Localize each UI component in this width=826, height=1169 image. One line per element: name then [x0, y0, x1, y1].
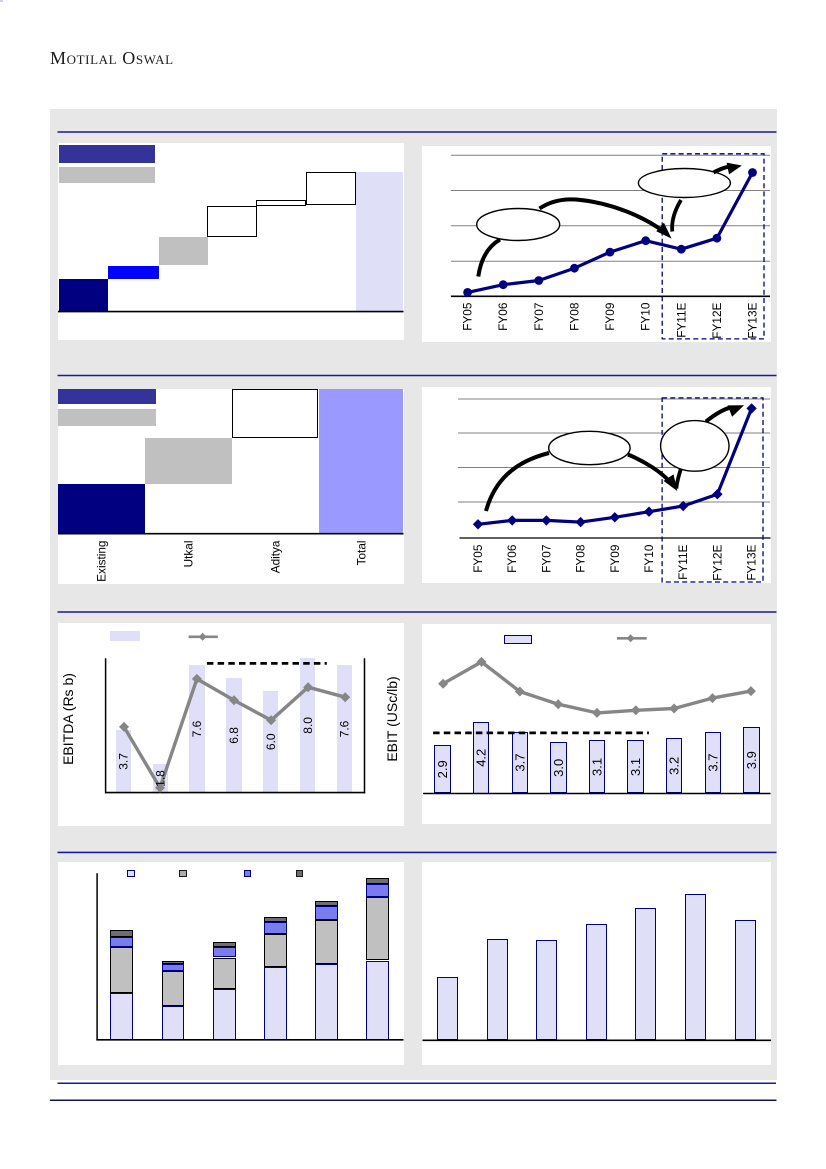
svg-text:FY13E: FY13E [745, 544, 759, 580]
svg-text:3.7: 3.7 [705, 754, 720, 772]
svg-text:3.0: 3.0 [551, 759, 566, 777]
svg-text:FY11E: FY11E [674, 302, 688, 337]
svg-text:FY06: FY06 [505, 544, 519, 573]
svg-text:FY08: FY08 [574, 544, 588, 573]
svg-text:FY06: FY06 [496, 302, 510, 331]
svg-text:FY09: FY09 [608, 545, 622, 573]
svg-text:4.2: 4.2 [474, 749, 489, 767]
svg-text:EBITDA (Rs b): EBITDA (Rs b) [60, 673, 76, 765]
svg-text:7.6: 7.6 [338, 720, 352, 737]
svg-text:3.2: 3.2 [667, 757, 682, 775]
svg-text:Existing: Existing [95, 541, 109, 582]
svg-text:8.0: 8.0 [301, 717, 315, 734]
svg-text:FY10: FY10 [639, 302, 653, 331]
svg-text:FY10: FY10 [642, 544, 656, 573]
svg-text:1.8: 1.8 [153, 770, 167, 787]
svg-text:3.1: 3.1 [590, 758, 605, 776]
svg-text:6.8: 6.8 [227, 727, 241, 744]
svg-text:FY11E: FY11E [676, 544, 690, 579]
svg-text:FY07: FY07 [539, 545, 553, 573]
svg-text:Aditya: Aditya [269, 540, 283, 573]
svg-text:FY12E: FY12E [710, 544, 724, 580]
svg-text:3.7: 3.7 [117, 753, 131, 770]
svg-text:3.7: 3.7 [512, 754, 527, 772]
svg-text:FY05: FY05 [471, 544, 485, 573]
svg-text:7.6: 7.6 [190, 720, 204, 737]
svg-text:3.1: 3.1 [628, 758, 643, 776]
svg-text:EBIT (USc/lb): EBIT (USc/lb) [384, 676, 400, 761]
svg-text:2.9: 2.9 [435, 760, 450, 778]
svg-text:Total: Total [355, 541, 369, 566]
svg-text:FY13E: FY13E [746, 302, 760, 338]
svg-text:FY07: FY07 [532, 303, 546, 331]
svg-text:FY05: FY05 [461, 302, 475, 331]
svg-text:FY12E: FY12E [710, 302, 724, 338]
svg-text:FY08: FY08 [567, 302, 581, 331]
svg-text:FY09: FY09 [603, 303, 617, 331]
svg-text:3.9: 3.9 [744, 751, 759, 769]
svg-text:Utkal: Utkal [182, 541, 196, 568]
svg-text:6.0: 6.0 [264, 733, 278, 750]
